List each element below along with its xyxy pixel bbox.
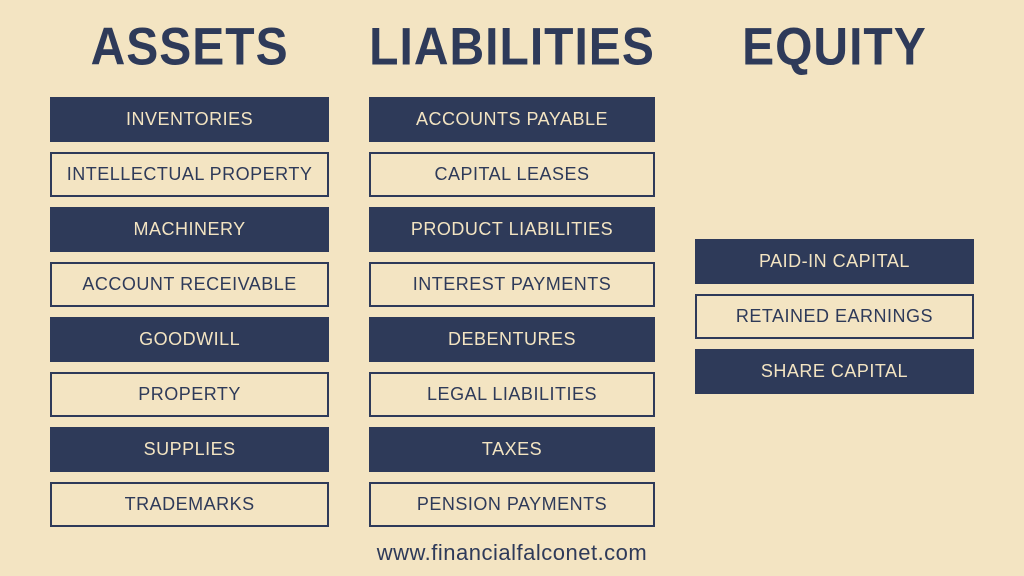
list-item: CAPITAL LEASES (369, 152, 655, 197)
list-item: SHARE CAPITAL (695, 349, 974, 394)
liabilities-column: LIABILITIES ACCOUNTS PAYABLE CAPITAL LEA… (369, 20, 655, 532)
list-item: PRODUCT LIABILITIES (369, 207, 655, 252)
equity-header: EQUITY (742, 17, 927, 78)
list-item: INTEREST PAYMENTS (369, 262, 655, 307)
liabilities-items: ACCOUNTS PAYABLE CAPITAL LEASES PRODUCT … (369, 97, 655, 527)
list-item: INVENTORIES (50, 97, 329, 142)
equity-column: EQUITY PAID-IN CAPITAL RETAINED EARNINGS… (695, 20, 974, 532)
list-item: ACCOUNTS PAYABLE (369, 97, 655, 142)
list-item: GOODWILL (50, 317, 329, 362)
list-item: MACHINERY (50, 207, 329, 252)
list-item: ACCOUNT RECEIVABLE (50, 262, 329, 307)
assets-column: ASSETS INVENTORIES INTELLECTUAL PROPERTY… (50, 20, 329, 532)
list-item: PAID-IN CAPITAL (695, 239, 974, 284)
columns-container: ASSETS INVENTORIES INTELLECTUAL PROPERTY… (50, 20, 974, 532)
footer-url: www.financialfalconet.com (50, 540, 974, 566)
list-item: INTELLECTUAL PROPERTY (50, 152, 329, 197)
list-item: SUPPLIES (50, 427, 329, 472)
list-item: PROPERTY (50, 372, 329, 417)
list-item: DEBENTURES (369, 317, 655, 362)
liabilities-header: LIABILITIES (369, 17, 655, 78)
list-item: RETAINED EARNINGS (695, 294, 974, 339)
list-item: LEGAL LIABILITIES (369, 372, 655, 417)
assets-items: INVENTORIES INTELLECTUAL PROPERTY MACHIN… (50, 97, 329, 527)
list-item: PENSION PAYMENTS (369, 482, 655, 527)
list-item: TRADEMARKS (50, 482, 329, 527)
list-item: TAXES (369, 427, 655, 472)
assets-header: ASSETS (91, 17, 289, 78)
equity-items: PAID-IN CAPITAL RETAINED EARNINGS SHARE … (695, 239, 974, 394)
